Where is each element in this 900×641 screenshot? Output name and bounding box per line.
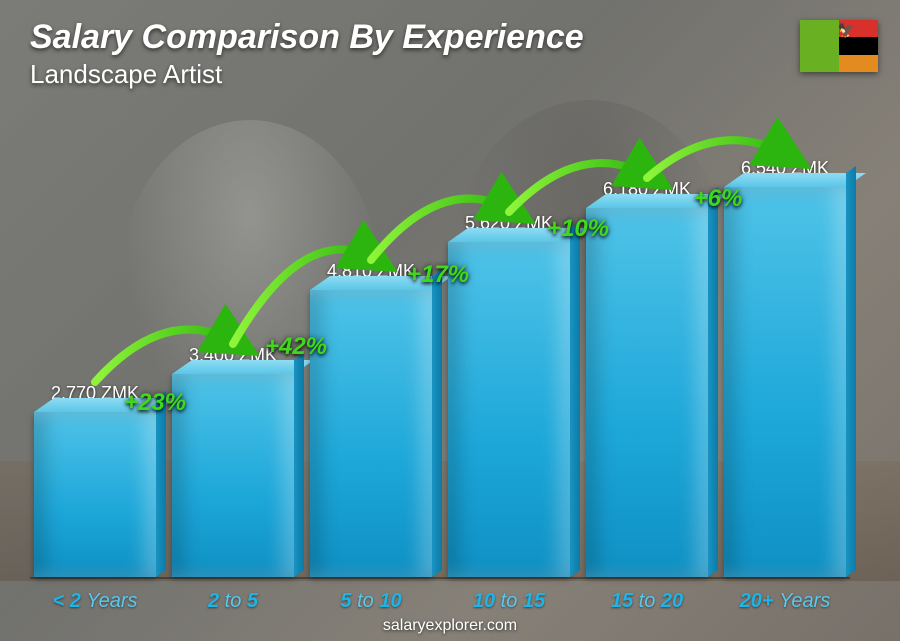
chart-baseline <box>30 577 850 579</box>
bar <box>586 208 708 577</box>
x-axis-label: 2 to 5 <box>172 590 294 613</box>
flag-stripe-black <box>839 37 878 54</box>
bar-wrap: 6,540 ZMK <box>724 158 846 577</box>
x-axis-label: < 2 Years <box>34 590 156 613</box>
bars-container: 2,770 ZMK3,400 ZMK4,810 ZMK5,620 ZMK6,18… <box>30 117 850 577</box>
bar-wrap: 4,810 ZMK <box>310 261 432 577</box>
x-axis-label: 10 to 15 <box>448 590 570 613</box>
chart-title: Salary Comparison By Experience <box>30 18 584 57</box>
chart-subtitle: Landscape Artist <box>30 59 584 90</box>
x-axis-label: 20+ Years <box>724 590 846 613</box>
bar <box>310 290 432 577</box>
flag-stripe-orange <box>839 55 878 72</box>
bar <box>34 412 156 577</box>
x-axis-label: 5 to 10 <box>310 590 432 613</box>
bar-wrap: 5,620 ZMK <box>448 213 570 577</box>
flag-eagle-icon: 🦅 <box>838 22 855 39</box>
bar-wrap: 3,400 ZMK <box>172 345 294 577</box>
title-block: Salary Comparison By Experience Landscap… <box>30 18 584 90</box>
footer-attribution: salaryexplorer.com <box>0 617 900 635</box>
bar <box>448 242 570 577</box>
bar-wrap: 6,180 ZMK <box>586 179 708 577</box>
x-axis-labels: < 2 Years 2 to 5 5 to 10 10 to 15 15 to 20 20… <box>30 590 850 613</box>
bar-wrap: 2,770 ZMK <box>34 383 156 577</box>
flag-green: 🦅 <box>800 20 839 72</box>
x-axis-label: 15 to 20 <box>586 590 708 613</box>
bar-chart: 2,770 ZMK3,400 ZMK4,810 ZMK5,620 ZMK6,18… <box>30 117 850 577</box>
country-flag-zambia: 🦅 <box>800 20 878 72</box>
bar <box>724 187 846 577</box>
bar <box>172 374 294 577</box>
